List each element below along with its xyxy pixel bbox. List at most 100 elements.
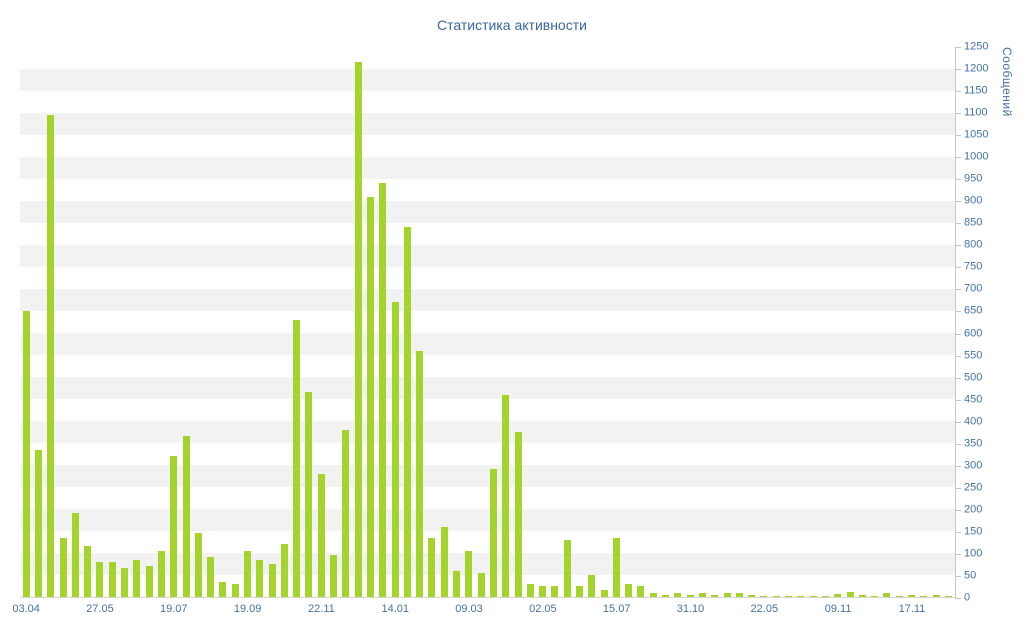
bar[interactable] (133, 559, 141, 597)
bar[interactable] (908, 594, 916, 597)
bar[interactable] (157, 550, 165, 597)
bar[interactable] (625, 583, 633, 597)
bar[interactable] (84, 546, 92, 597)
bar[interactable] (305, 392, 313, 597)
bar-slot (463, 47, 475, 597)
bar[interactable] (662, 594, 670, 597)
bar[interactable] (883, 593, 891, 597)
y-tick-label: 900 (964, 194, 983, 207)
bar[interactable] (121, 568, 129, 597)
bar[interactable] (145, 566, 153, 597)
bar[interactable] (723, 592, 731, 597)
y-tick-label: 200 (964, 503, 983, 516)
bar[interactable] (194, 533, 202, 597)
bar[interactable] (243, 550, 251, 597)
bar-slot (340, 47, 352, 597)
bar[interactable] (428, 537, 436, 597)
bar[interactable] (871, 595, 879, 597)
x-tick-label: 09.03 (455, 603, 483, 615)
bar[interactable] (342, 429, 350, 597)
bar[interactable] (674, 593, 682, 597)
bar[interactable] (317, 473, 325, 597)
grid-band (20, 201, 955, 223)
y-tick-label: 400 (964, 415, 983, 428)
bar[interactable] (588, 575, 596, 597)
bar[interactable] (526, 583, 534, 597)
bar[interactable] (453, 570, 461, 597)
bar[interactable] (895, 595, 903, 597)
y-tick-label: 300 (964, 459, 983, 472)
bar[interactable] (416, 350, 424, 597)
bar[interactable] (108, 561, 116, 597)
bar[interactable] (59, 537, 67, 597)
y-tick-label: 1000 (964, 150, 989, 163)
bar[interactable] (858, 594, 866, 597)
bar[interactable] (576, 586, 583, 597)
bar[interactable] (514, 432, 522, 597)
bar[interactable] (760, 595, 768, 597)
bar[interactable] (637, 586, 645, 597)
y-tick-label: 0 (964, 591, 971, 604)
bar-slot (770, 47, 782, 597)
bar[interactable] (256, 559, 264, 597)
bar[interactable] (403, 227, 411, 597)
bar[interactable] (772, 595, 780, 597)
bar[interactable] (170, 456, 178, 597)
bar-slot (561, 47, 573, 597)
bar[interactable] (219, 581, 227, 597)
bar[interactable] (821, 595, 829, 597)
bar-slot (192, 47, 204, 597)
bar[interactable] (489, 469, 497, 597)
bar[interactable] (834, 594, 842, 597)
bar-slot (414, 47, 426, 597)
x-tick-label: 31.10 (676, 603, 705, 615)
bar[interactable] (34, 449, 42, 597)
bar[interactable] (47, 115, 55, 597)
bar[interactable] (182, 436, 190, 597)
plot-area (20, 47, 955, 598)
bar[interactable] (379, 183, 387, 597)
bar[interactable] (96, 561, 104, 597)
bar[interactable] (711, 594, 719, 597)
bar[interactable] (735, 593, 743, 597)
bar[interactable] (920, 595, 928, 597)
bar[interactable] (231, 583, 239, 597)
bar[interactable] (207, 557, 215, 597)
bar-slot (500, 47, 512, 597)
bar[interactable] (477, 572, 485, 597)
bar[interactable] (846, 591, 854, 597)
bar[interactable] (268, 564, 276, 597)
bar[interactable] (612, 537, 620, 597)
bar[interactable] (600, 590, 608, 597)
bar[interactable] (686, 595, 694, 597)
bar[interactable] (440, 526, 448, 597)
bar-slot (426, 47, 438, 597)
bar[interactable] (293, 319, 301, 597)
y-tick-label: 350 (964, 437, 983, 450)
bar[interactable] (748, 595, 756, 597)
bar[interactable] (944, 596, 952, 597)
bar[interactable] (797, 595, 805, 597)
bar[interactable] (502, 394, 510, 597)
bar[interactable] (698, 593, 706, 597)
bar[interactable] (932, 595, 940, 597)
bar[interactable] (354, 62, 362, 597)
bar-slot (549, 47, 561, 597)
grid-band (20, 157, 955, 179)
bar[interactable] (563, 539, 571, 597)
bar[interactable] (551, 586, 559, 597)
bar[interactable] (330, 555, 338, 597)
bar[interactable] (785, 596, 793, 597)
bar-slot (204, 47, 216, 597)
bar[interactable] (22, 311, 30, 597)
grid-band (20, 333, 955, 355)
bar[interactable] (280, 544, 288, 597)
bar[interactable] (465, 550, 473, 597)
bar[interactable] (366, 196, 374, 597)
bar[interactable] (539, 586, 547, 597)
bar[interactable] (809, 596, 817, 597)
bar[interactable] (649, 592, 657, 597)
bar[interactable] (71, 513, 79, 597)
bar-slot (942, 47, 954, 597)
bar[interactable] (391, 302, 399, 597)
